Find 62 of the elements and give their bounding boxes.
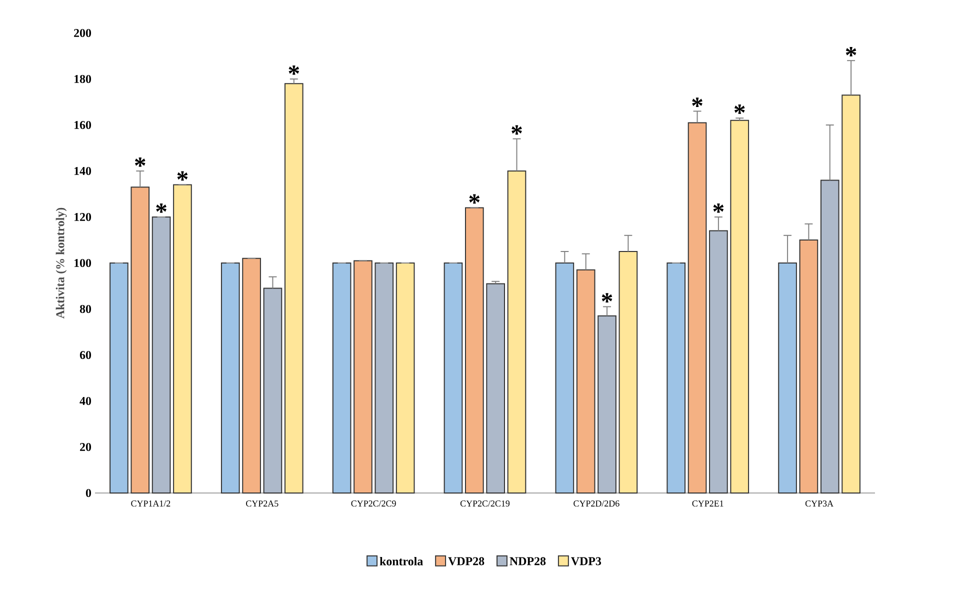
bar [396,262,415,494]
y-tick-label: 100 [74,258,92,268]
x-tick-label: CYP2E1 [692,500,724,507]
y-tick-label: 200 [74,28,92,38]
y-tick-label: 160 [74,120,92,130]
bar [284,83,304,494]
y-tick-label: 180 [74,74,92,84]
y-tick-label: 20 [80,442,92,452]
y-tick-label: 60 [80,350,92,360]
data-label: * [713,203,724,213]
data-label: * [734,104,745,114]
bar [598,315,616,494]
data-label: * [177,171,188,181]
bar [173,184,192,494]
bar [242,258,261,494]
bar [688,122,707,494]
bar [842,94,860,494]
bar [152,216,171,494]
data-label: * [512,125,522,135]
bar [444,262,463,494]
bar [820,180,840,494]
y-tick-label: 140 [74,166,92,176]
legend-label: VDP3 [571,557,602,566]
bar [507,170,526,494]
data-label: * [692,98,702,107]
data-label: * [846,47,856,56]
bar [354,260,372,494]
x-tick-label: CYP2C/2C19 [460,500,510,507]
bar [778,262,797,494]
data-label: * [469,194,480,204]
x-tick-label: CYP2A5 [246,500,278,507]
y-tick-label: 0 [86,488,92,498]
legend-label: VDP28 [448,557,484,566]
x-tick-label: CYP2D/2D6 [574,500,620,507]
x-tick-label: CYP1A1/2 [131,500,170,507]
data-label: * [602,293,612,302]
y-tick-label: 120 [74,212,92,222]
data-label: * [156,203,166,213]
bar [486,283,505,494]
bar [709,230,728,494]
bar [618,250,638,494]
bar [666,262,686,494]
bar [220,262,240,494]
bar [130,186,150,494]
y-axis-title: Aktivita (% kontroly) [56,208,67,319]
y-tick-label: 80 [80,304,92,314]
bar [799,239,818,494]
bar [576,269,596,494]
bar [110,262,128,494]
legend-label: kontrola [380,556,423,566]
bar [332,262,352,494]
data-label: * [288,65,300,75]
bar [374,262,394,494]
y-tick-label: 40 [80,396,92,406]
legend-label: NDP28 [510,557,546,566]
data-label: * [134,157,146,167]
bar [730,120,750,494]
bar [263,288,282,494]
x-tick-label: CYP2C/2C9 [351,500,396,507]
bar [555,262,574,494]
x-tick-label: CYP3A [805,500,834,507]
bar [465,207,484,494]
